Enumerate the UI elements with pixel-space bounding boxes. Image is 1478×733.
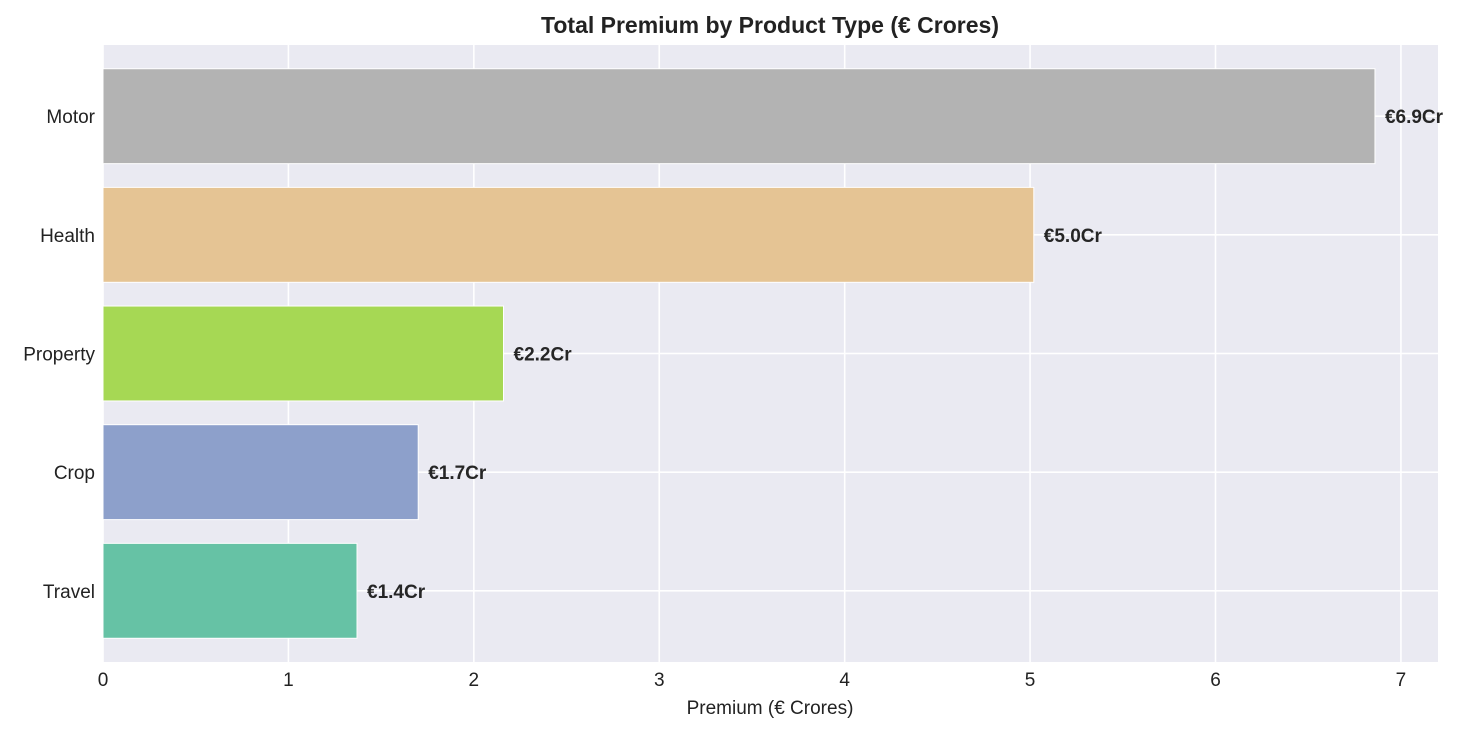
bar-motor	[102, 68, 1376, 165]
bar-property	[102, 305, 504, 402]
y-tick-label: Motor	[46, 107, 95, 128]
bar-travel	[102, 542, 358, 639]
x-tick-label: 4	[839, 670, 850, 691]
value-label-motor: €6.9Cr	[1385, 107, 1444, 128]
y-tick-labels: Motor Health Property Crop Travel	[23, 107, 95, 603]
bars	[102, 68, 1376, 639]
bar-health	[102, 186, 1035, 283]
value-labels: €6.9Cr €5.0Cr €2.2Cr €1.7Cr €1.4Cr	[367, 107, 1444, 603]
x-axis-label: Premium (€ Crores)	[687, 698, 854, 719]
y-tick-label: Health	[40, 226, 95, 247]
x-tick-label: 0	[98, 670, 109, 691]
x-tick-label: 7	[1396, 670, 1407, 691]
x-tick-label: 2	[469, 670, 480, 691]
y-tick-label: Travel	[43, 582, 95, 603]
value-label-property: €2.2Cr	[514, 345, 573, 366]
bar-crop	[102, 424, 419, 521]
x-tick-label: 3	[654, 670, 665, 691]
value-label-health: €5.0Cr	[1044, 226, 1103, 247]
y-tick-label: Crop	[54, 463, 95, 484]
value-label-crop: €1.7Cr	[428, 463, 487, 484]
y-tick-label: Property	[23, 345, 95, 366]
chart-title: Total Premium by Product Type (€ Crores)	[541, 12, 999, 38]
x-tick-labels: 0 1 2 3 4 5 6 7	[98, 670, 1406, 691]
x-tick-label: 5	[1025, 670, 1036, 691]
x-tick-label: 1	[283, 670, 294, 691]
value-label-travel: €1.4Cr	[367, 582, 426, 603]
x-tick-label: 6	[1210, 670, 1221, 691]
